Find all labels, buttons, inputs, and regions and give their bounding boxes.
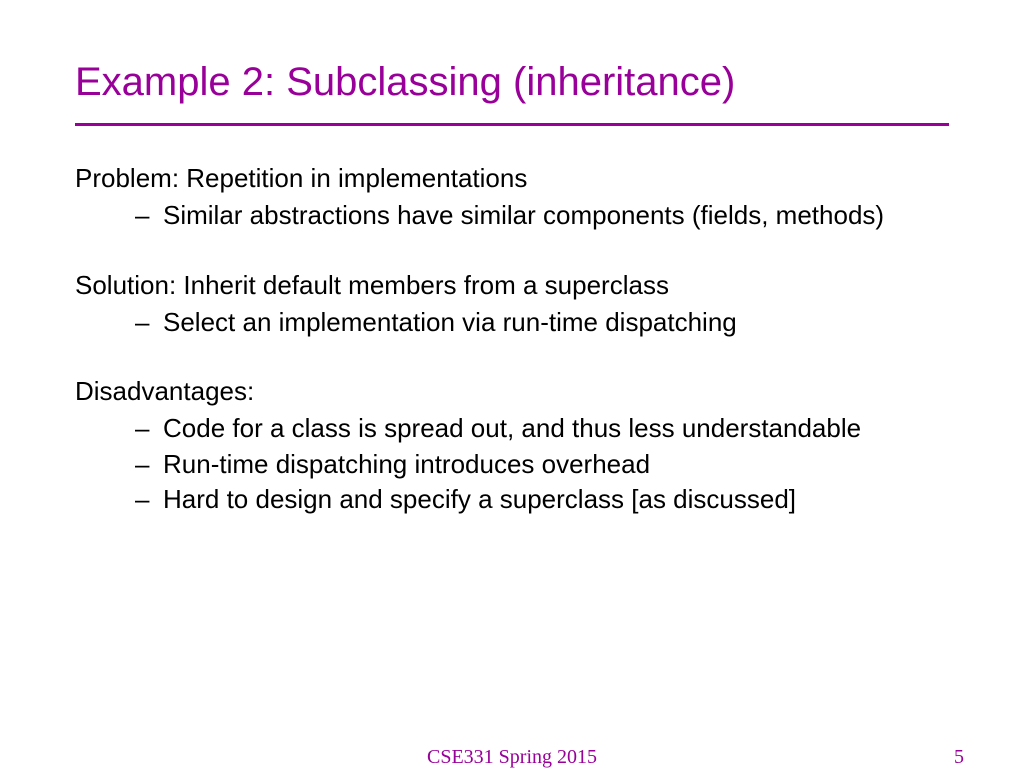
- title-rule: [75, 123, 949, 126]
- slide: Example 2: Subclassing (inheritance) Pro…: [0, 0, 1024, 768]
- footer-page-number: 5: [954, 746, 964, 769]
- bullet-item: Hard to design and specify a superclass …: [135, 483, 949, 516]
- bullet-list: Code for a class is spread out, and thus…: [75, 412, 949, 516]
- bullet-item: Similar abstractions have similar compon…: [135, 199, 949, 232]
- section-solution: Solution: Inherit default members from a…: [75, 269, 949, 340]
- bullet-list: Select an implementation via run-time di…: [75, 306, 949, 339]
- section-head: Solution: Inherit default members from a…: [75, 269, 949, 302]
- bullet-item: Select an implementation via run-time di…: [135, 306, 949, 339]
- section-head: Problem: Repetition in implementations: [75, 162, 949, 195]
- bullet-item: Code for a class is spread out, and thus…: [135, 412, 949, 445]
- section-head: Disadvantages:: [75, 375, 949, 408]
- footer-course: CSE331 Spring 2015: [427, 746, 597, 769]
- bullet-list: Similar abstractions have similar compon…: [75, 199, 949, 232]
- slide-content: Problem: Repetition in implementations S…: [75, 162, 949, 516]
- slide-title: Example 2: Subclassing (inheritance): [75, 60, 949, 105]
- bullet-item: Run-time dispatching introduces overhead: [135, 448, 949, 481]
- section-problem: Problem: Repetition in implementations S…: [75, 162, 949, 233]
- section-disadvantages: Disadvantages: Code for a class is sprea…: [75, 375, 949, 516]
